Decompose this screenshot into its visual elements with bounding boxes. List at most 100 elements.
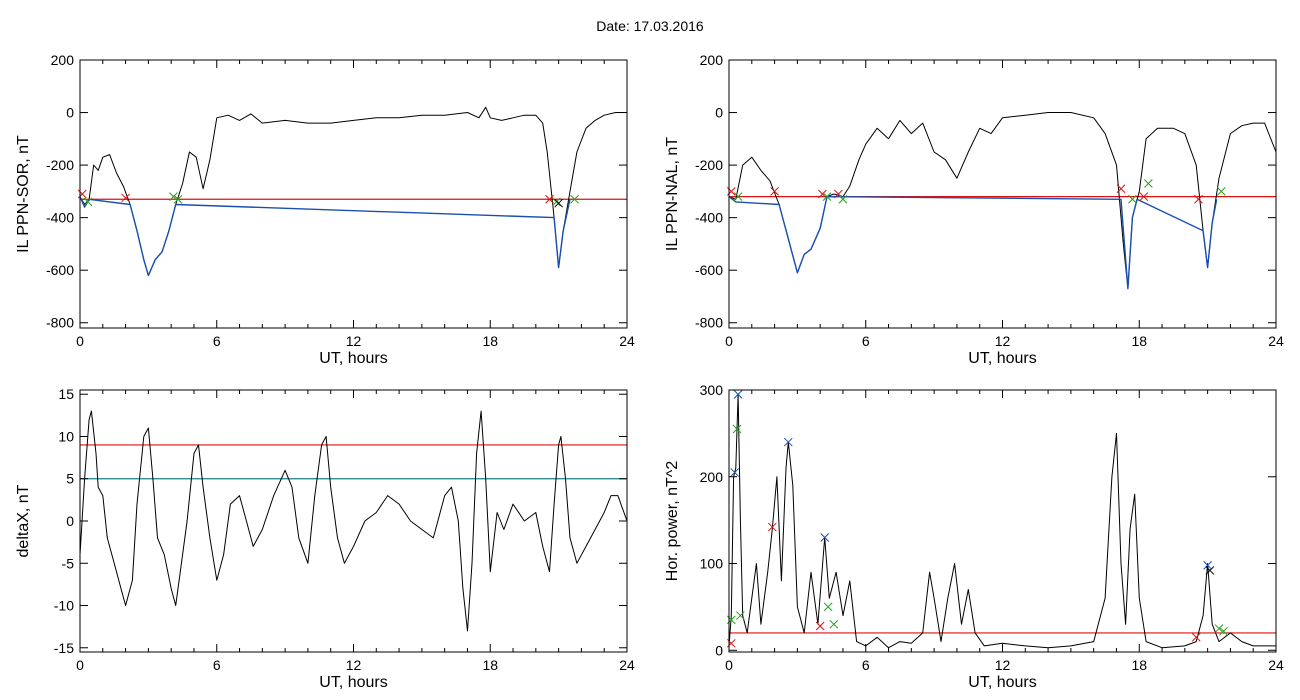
y-tick-label: 0 bbox=[66, 513, 74, 529]
x-axis-label: UT, hours bbox=[968, 674, 1036, 691]
series-line-1 bbox=[728, 393, 1276, 649]
page-title: Date: 17.03.2016 bbox=[596, 18, 704, 34]
cross-marker bbox=[726, 638, 736, 648]
y-tick-label: -400 bbox=[46, 210, 74, 226]
x-tick-label: 0 bbox=[76, 657, 84, 673]
y-tick-label: 200 bbox=[700, 52, 724, 68]
cross-marker bbox=[823, 602, 833, 612]
x-axis-label: UT, hours bbox=[968, 350, 1036, 367]
chart-panel-4: 0 6 12 18 24 300 200 100 0 UT, hours Hor. power, n… bbox=[664, 382, 1284, 691]
plot-frame bbox=[79, 389, 628, 653]
cross-marker bbox=[733, 192, 743, 201]
cross-marker bbox=[733, 389, 743, 399]
cross-marker bbox=[77, 189, 87, 199]
cross-marker bbox=[829, 619, 839, 629]
cross-marker bbox=[732, 424, 742, 434]
y-tick-label: -200 bbox=[46, 157, 74, 173]
y-tick-label: -10 bbox=[54, 598, 74, 614]
cross-marker bbox=[818, 189, 827, 199]
y-tick-label: 10 bbox=[58, 428, 74, 444]
cross-marker bbox=[1116, 184, 1126, 194]
y-tick-label: -600 bbox=[695, 262, 723, 278]
cross-marker bbox=[770, 187, 779, 196]
y-axis-label: Hor. power, nT^2 bbox=[664, 461, 681, 582]
cross-marker bbox=[815, 621, 825, 631]
plot-frame bbox=[728, 59, 1277, 329]
x-tick-label: 6 bbox=[213, 657, 221, 673]
chart-panel-2: 0 6 12 18 24 200 0 -200 -400 -600 -800 UT, hours IL … bbox=[664, 52, 1284, 367]
cross-marker bbox=[838, 194, 848, 204]
y-tick-label: 5 bbox=[66, 471, 74, 487]
cross-marker bbox=[173, 194, 183, 204]
cross-marker bbox=[1219, 626, 1228, 636]
y-axis-label: IL PPN-NAL, nT bbox=[664, 137, 681, 251]
x-axis-label: UT, hours bbox=[319, 350, 387, 367]
cross-marker bbox=[726, 187, 736, 196]
y-tick-label: 0 bbox=[66, 105, 74, 121]
x-tick-label: 18 bbox=[482, 657, 498, 673]
cross-marker bbox=[545, 194, 554, 204]
y-tick-label: -800 bbox=[695, 315, 723, 331]
y-tick-label: 300 bbox=[700, 382, 724, 398]
cross-marker bbox=[121, 193, 130, 203]
cross-marker bbox=[1205, 566, 1215, 575]
x-tick-label: 18 bbox=[482, 333, 498, 349]
cross-marker bbox=[83, 197, 93, 207]
cross-marker bbox=[736, 611, 745, 620]
cross-marker bbox=[820, 533, 830, 542]
cross-marker bbox=[551, 197, 561, 207]
cross-marker bbox=[169, 192, 178, 201]
x-tick-label: 6 bbox=[862, 657, 870, 673]
x-tick-label: 0 bbox=[725, 333, 733, 349]
series-line-2 bbox=[728, 195, 1218, 290]
x-tick-label: 24 bbox=[619, 657, 635, 673]
y-tick-label: 0 bbox=[715, 105, 723, 121]
x-tick-label: 24 bbox=[1268, 333, 1284, 349]
x-tick-label: 12 bbox=[995, 657, 1011, 673]
y-tick-label: 200 bbox=[700, 469, 724, 485]
cross-marker bbox=[1214, 624, 1224, 633]
x-tick-label: 0 bbox=[725, 657, 733, 673]
y-tick-label: -15 bbox=[54, 640, 74, 656]
x-tick-label: 12 bbox=[995, 333, 1011, 349]
series-line-1 bbox=[728, 112, 1277, 290]
cross-marker bbox=[1194, 194, 1203, 204]
cross-marker bbox=[1139, 192, 1149, 201]
y-tick-label: 15 bbox=[58, 386, 74, 402]
x-tick-label: 24 bbox=[619, 333, 635, 349]
cross-marker bbox=[1128, 194, 1137, 204]
y-tick-label: -800 bbox=[46, 315, 74, 331]
x-tick-label: 6 bbox=[862, 333, 870, 349]
chart-panel-3: 0 6 12 18 24 15 10 5 0 -5 -10 -15 UT, hours deltaX, n… bbox=[15, 386, 635, 691]
y-tick-label: -200 bbox=[695, 157, 723, 173]
cross-marker bbox=[1191, 632, 1201, 642]
series-line-1 bbox=[79, 410, 628, 632]
x-tick-label: 24 bbox=[1268, 657, 1284, 673]
x-tick-label: 12 bbox=[346, 333, 362, 349]
cross-marker bbox=[554, 198, 563, 208]
cross-marker bbox=[767, 522, 777, 532]
cross-marker bbox=[1144, 179, 1153, 188]
plot-frame bbox=[79, 59, 628, 329]
x-tick-label: 18 bbox=[1131, 657, 1147, 673]
cross-marker bbox=[1203, 560, 1212, 570]
plot-frame bbox=[728, 389, 1277, 653]
y-tick-label: 100 bbox=[700, 556, 724, 572]
cross-marker bbox=[783, 437, 793, 447]
chart-panel-1: 0 6 12 18 24 200 0 -200 -400 -600 -800 UT, hours IL … bbox=[15, 52, 635, 367]
y-tick-label: -5 bbox=[62, 555, 75, 571]
x-tick-label: 0 bbox=[76, 333, 84, 349]
cross-marker bbox=[570, 194, 579, 204]
cross-marker bbox=[730, 468, 740, 477]
y-axis-label: IL PPN-SOR, nT bbox=[15, 135, 32, 253]
y-tick-label: 0 bbox=[715, 642, 723, 658]
x-tick-label: 18 bbox=[1131, 333, 1147, 349]
x-tick-label: 12 bbox=[346, 657, 362, 673]
cross-marker bbox=[822, 192, 832, 201]
y-tick-label: -600 bbox=[46, 262, 74, 278]
series-line-2 bbox=[79, 196, 571, 277]
x-axis-label: UT, hours bbox=[319, 674, 387, 691]
x-tick-label: 6 bbox=[213, 333, 221, 349]
y-axis-label: deltaX, nT bbox=[15, 484, 32, 557]
